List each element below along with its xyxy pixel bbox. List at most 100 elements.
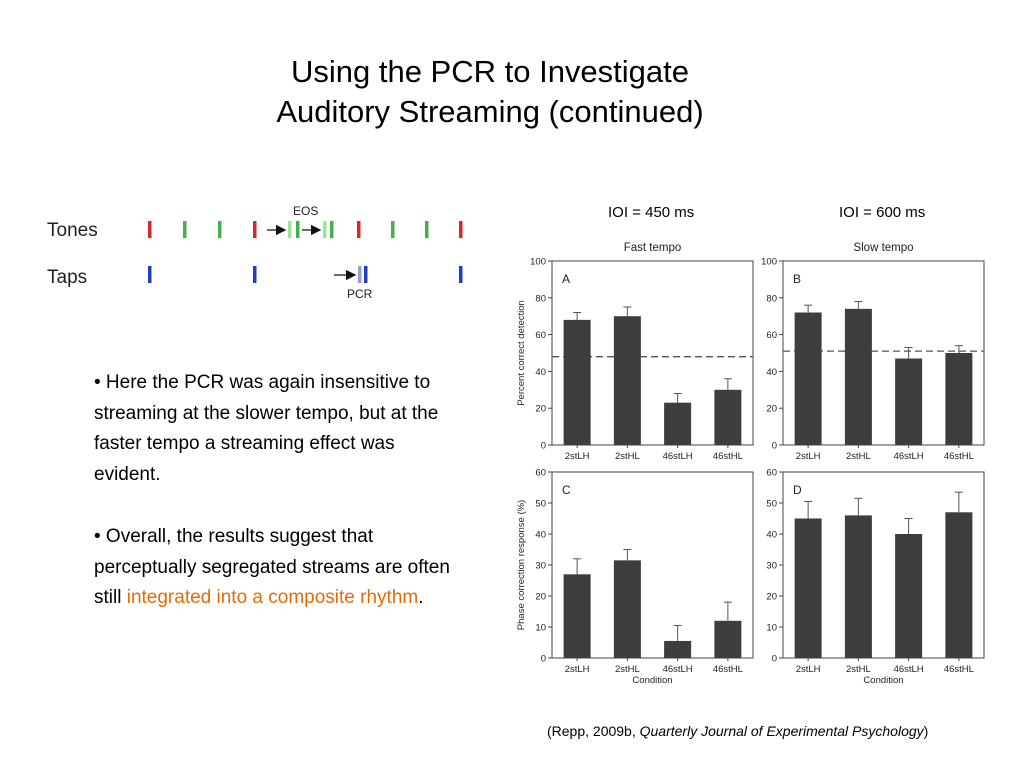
x-axis-label: Condition [632,675,672,686]
x-tick-label: 2stLH [796,664,821,675]
ioi-600-label: IOI = 600 ms [839,204,926,221]
tone-marker-green [330,221,334,238]
x-tick-label: 2stHL [615,451,640,462]
y-tick-label: 80 [766,293,777,304]
eos-label: EOS [293,204,318,218]
tone-marker-red [253,221,257,238]
column-title: Fast tempo [624,242,682,254]
y-tick-label: 60 [535,468,546,479]
x-tick-label: 2stLH [565,664,590,675]
x-tick-label: 46stLH [663,664,693,675]
tone-marker-light-green [288,221,292,238]
y-tick-label: 40 [766,367,777,378]
bar [794,518,822,658]
bullet-2: • Overall, the results suggest that perc… [94,522,454,614]
y-tick-label: 60 [766,330,777,341]
title-line-2: Auditory Streaming (continued) [276,94,704,129]
y-tick-label: 60 [766,468,777,479]
y-tick-label: 0 [772,654,777,665]
x-tick-label: 46stHL [713,451,743,462]
tones-taps-diagram: Tones Taps EOS PCR [47,204,463,301]
tap-marker-blue [148,266,152,283]
pcr-label: PCR [347,287,373,301]
x-tick-label: 2stHL [615,664,640,675]
bar [714,389,742,445]
x-tick-label: 46stLH [894,451,924,462]
y-axis-label: Phase correction response (%) [516,500,527,630]
panel-label: C [562,483,571,497]
bar [714,620,742,658]
bar [844,308,872,445]
x-tick-label: 2stHL [846,664,871,675]
bar [844,515,872,658]
x-tick-label: 46stLH [663,451,693,462]
y-tick-label: 40 [766,530,777,541]
x-tick-label: 46stHL [944,451,974,462]
y-tick-label: 20 [535,404,546,415]
y-tick-label: 100 [530,257,546,268]
citation: (Repp, 2009b, Quarterly Journal of Exper… [547,723,928,739]
bar [613,316,641,445]
tap-marker-light-blue [358,266,362,283]
y-tick-label: 0 [541,654,546,665]
plot-frame [782,260,985,446]
tone-marker-green [183,221,187,238]
bullet-1: • Here the PCR was again insensitive to … [94,372,439,485]
citation-prefix: (Repp, 2009b, [547,723,640,739]
y-tick-label: 0 [772,441,777,452]
y-tick-label: 10 [766,623,777,634]
y-tick-label: 10 [535,623,546,634]
tone-marker-red [459,221,463,238]
tone-marker-red [148,221,152,238]
bullet-list: • Here the PCR was again insensitive to … [94,368,454,646]
tone-marker-light-green [323,221,327,238]
y-tick-label: 40 [535,530,546,541]
bar [794,312,822,445]
tap-marker-blue [253,266,257,283]
title-line-1: Using the PCR to Investigate [290,54,690,89]
citation-journal: Quarterly Journal of Experimental Psycho… [639,723,924,739]
y-tick-label: 20 [535,592,546,603]
panel-label: B [793,272,801,286]
plot-frame [551,260,754,446]
tone-marker-red [357,221,361,238]
x-tick-label: 2stHL [846,451,871,462]
tap-marker-blue [364,266,368,283]
bullet-2-end: . [418,587,424,608]
bar [563,574,591,658]
y-tick-label: 20 [766,592,777,603]
bar [563,319,591,445]
bar [664,402,692,445]
y-tick-label: 30 [766,561,777,572]
bar [945,512,973,658]
ioi-450-label: IOI = 450 ms [608,204,695,221]
taps-label: Taps [47,267,87,288]
bar [945,353,973,445]
tap-marker-blue [459,266,463,283]
y-axis-label: Percent correct detection [516,300,527,406]
y-tick-label: 20 [766,404,777,415]
y-tick-label: 30 [535,561,546,572]
bullet-2-highlight: integrated into a composite rhythm [126,587,419,608]
x-tick-label: 46stLH [894,664,924,675]
bar [895,358,923,445]
slide-title: Using the PCR to Investigate Auditory St… [0,52,980,132]
tone-marker-green [391,221,395,238]
y-tick-label: 80 [535,293,546,304]
x-tick-label: 2stLH [796,451,821,462]
y-tick-label: 100 [761,257,777,268]
citation-suffix: ) [923,723,929,739]
y-tick-label: 40 [535,367,546,378]
y-tick-label: 0 [541,441,546,452]
bar [664,640,692,658]
tap-markers [148,266,463,283]
panel-label: D [793,483,802,497]
tone-markers [148,221,463,238]
x-axis-label: Condition [863,675,903,686]
tones-label: Tones [47,220,98,241]
panel-label: A [562,272,570,286]
x-tick-label: 2stLH [565,451,590,462]
y-tick-label: 50 [535,499,546,510]
bullet-2-text: • Overall, the results suggest that perc… [94,526,450,608]
